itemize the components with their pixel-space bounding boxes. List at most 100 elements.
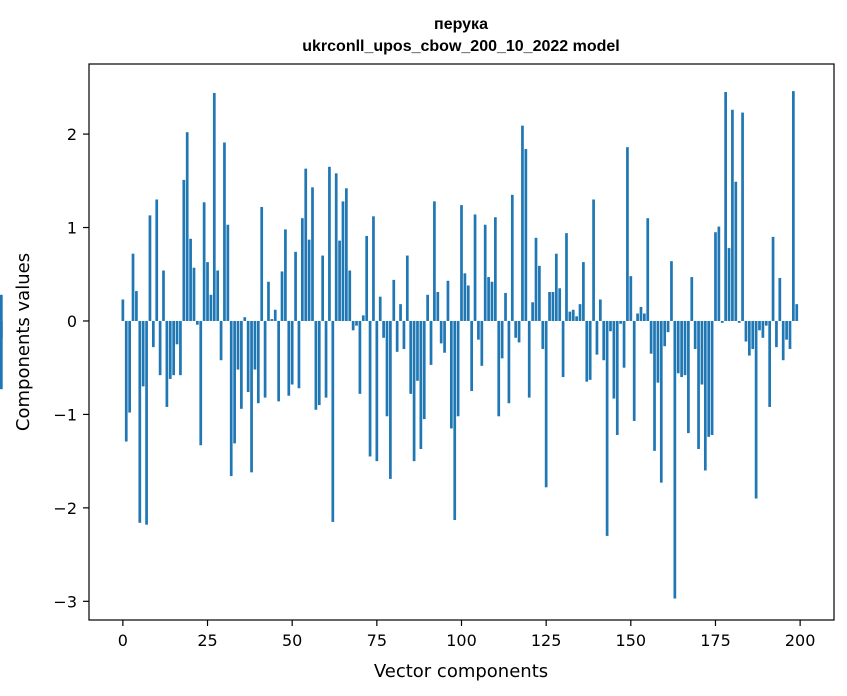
bar	[700, 320, 704, 385]
bar	[538, 265, 541, 321]
bar	[659, 320, 663, 483]
bar	[510, 194, 514, 321]
bar	[405, 255, 409, 321]
bar	[328, 166, 331, 321]
bar	[368, 320, 372, 457]
y-tick-label: 2	[67, 125, 77, 144]
bar	[629, 276, 633, 321]
bar	[138, 320, 142, 523]
bar	[703, 320, 707, 471]
x-tick-label: 0	[118, 631, 128, 650]
bar	[683, 320, 687, 376]
bar	[206, 262, 209, 321]
bar	[554, 253, 558, 321]
bar	[426, 294, 429, 321]
bar	[507, 320, 511, 404]
bar	[646, 218, 650, 321]
bar	[764, 320, 768, 326]
bar	[792, 91, 795, 321]
bar	[676, 320, 680, 374]
bar	[294, 251, 297, 321]
bar	[446, 280, 450, 321]
bar	[477, 320, 480, 340]
bar	[697, 320, 700, 449]
bar	[0, 320, 3, 338]
bar	[412, 320, 416, 462]
bar	[358, 320, 362, 394]
bar	[331, 320, 335, 522]
bar	[135, 291, 138, 321]
x-tick-label: 175	[700, 631, 731, 650]
bar	[643, 313, 646, 321]
bar	[487, 277, 490, 321]
bar	[521, 125, 524, 321]
bar	[534, 237, 538, 321]
y-tick-label: −2	[53, 499, 77, 518]
bar	[480, 320, 484, 366]
bar	[131, 253, 135, 321]
bar	[494, 217, 497, 321]
bar	[731, 109, 734, 321]
bar	[768, 320, 772, 407]
bar	[338, 240, 341, 321]
x-tick-label: 200	[785, 631, 816, 650]
bar	[0, 320, 3, 390]
bar	[378, 296, 382, 321]
bar	[788, 320, 792, 350]
bar	[761, 320, 765, 338]
bar	[720, 320, 724, 323]
bar	[341, 201, 345, 321]
bar	[744, 320, 748, 342]
bar	[737, 320, 741, 323]
bar	[233, 320, 236, 444]
bar	[165, 320, 169, 407]
x-tick-label: 75	[367, 631, 387, 650]
bar	[741, 112, 744, 321]
bar	[612, 320, 616, 399]
bar	[673, 320, 677, 599]
bar	[202, 202, 206, 321]
bar	[734, 181, 738, 321]
bar	[565, 233, 568, 321]
bar	[693, 320, 697, 350]
bar	[389, 320, 392, 479]
bar	[185, 132, 189, 321]
bar	[124, 320, 128, 442]
bar	[666, 320, 670, 333]
bar	[168, 320, 172, 379]
bar	[121, 299, 125, 321]
bar	[192, 267, 196, 321]
bar	[456, 320, 460, 417]
bar	[317, 320, 321, 406]
bar	[236, 320, 240, 370]
bar	[399, 304, 402, 321]
bar	[324, 320, 328, 398]
bar	[345, 188, 348, 321]
x-tick-label: 25	[197, 631, 217, 650]
bar	[246, 320, 250, 392]
bar	[145, 320, 148, 525]
x-axis-label: Vector components	[374, 661, 548, 682]
bar	[595, 320, 599, 355]
bar	[639, 306, 643, 321]
bar	[284, 229, 287, 321]
bar	[619, 320, 623, 324]
bar	[449, 320, 453, 429]
bar	[287, 320, 291, 396]
bar	[351, 320, 355, 331]
bar	[0, 294, 3, 321]
bar	[382, 320, 385, 338]
bar	[172, 320, 176, 376]
y-tick-label: 0	[67, 312, 77, 331]
bar	[710, 320, 714, 435]
bar	[179, 320, 182, 376]
bar	[175, 320, 179, 345]
bar	[375, 320, 379, 462]
bar	[707, 320, 711, 437]
bar	[605, 320, 609, 536]
bar	[785, 320, 788, 340]
bar	[670, 261, 673, 321]
bar	[270, 319, 274, 321]
bar	[578, 304, 582, 321]
